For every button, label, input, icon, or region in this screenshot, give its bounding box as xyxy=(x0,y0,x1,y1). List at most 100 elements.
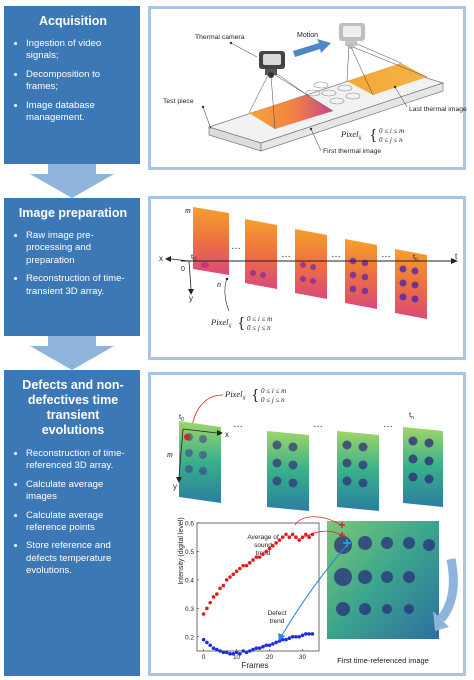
origin-label: 0 xyxy=(181,266,185,273)
defect-trend-point xyxy=(254,646,259,650)
svg-text:{: { xyxy=(371,126,376,142)
defect-trend-point xyxy=(284,637,288,642)
stage-title: Defects and non-defectives time transien… xyxy=(22,378,124,437)
defect-trend-point xyxy=(221,650,226,655)
test-piece-label: Test piece xyxy=(163,98,194,105)
sound-trend-point xyxy=(274,541,278,545)
y-tick-label: 0.2 xyxy=(185,634,194,641)
t0-label: t0 xyxy=(191,252,196,263)
x-tick-label: 10 xyxy=(233,654,241,661)
sound-trend-point xyxy=(300,535,305,540)
stage-panel-defects: Defects and non-defectives time transien… xyxy=(4,370,140,676)
defect-trend-point xyxy=(297,634,302,639)
m-label: m xyxy=(167,450,173,459)
defect-trend-point xyxy=(201,637,206,642)
y-tick-label: 0.3 xyxy=(185,606,194,613)
thermal-frame xyxy=(193,207,229,275)
svg-text:0 ≤ j ≤ n: 0 ≤ j ≤ n xyxy=(261,396,285,404)
bullet: Reconstruction of time-referenced 3D arr… xyxy=(26,448,132,473)
svg-text:0 ≤ j ≤ n: 0 ≤ j ≤ n xyxy=(247,324,271,332)
defect-trend-point xyxy=(261,644,265,649)
sound-trend-point xyxy=(257,555,262,559)
bullet: Store reference and defects temperature … xyxy=(26,540,132,577)
defect-trend-point xyxy=(294,634,298,639)
defect-trend-point xyxy=(307,632,311,636)
m-label: m xyxy=(185,206,191,215)
defect-trend-point xyxy=(238,652,242,656)
defect-trend-point xyxy=(234,650,239,655)
flow-arrow-1 xyxy=(30,164,114,198)
defect-trend-point xyxy=(224,650,229,655)
ellipsis: … xyxy=(231,241,241,252)
bullet: Reconstruction of time-transient 3D arra… xyxy=(26,273,132,298)
bullet: Ingestion of video signals; xyxy=(26,38,132,63)
defect-trend-point xyxy=(218,649,222,653)
defect-trend-point xyxy=(257,646,262,650)
sound-trend-point xyxy=(304,532,308,537)
return-arrow-icon xyxy=(433,558,458,631)
defect-trend-point xyxy=(247,649,252,653)
defect-trend-point xyxy=(300,633,305,638)
preparation-diagram: m x y 0 n t0 tn t … … … … Pixelij { 0 ≤ … xyxy=(148,196,466,360)
sound-trend-point xyxy=(247,561,252,565)
defect-trend-point xyxy=(274,640,278,645)
ellipsis: … xyxy=(331,249,341,260)
y-tick-label: 0.4 xyxy=(185,577,194,584)
defect-trend-label: Defect trend xyxy=(268,610,287,625)
sound-trend-point xyxy=(267,546,272,551)
defect-trend-point xyxy=(208,643,212,648)
defect-trend-point xyxy=(211,646,216,650)
stage-bullets: Raw image pre-processing and preparation… xyxy=(14,230,132,298)
y-tick-label: 0.6 xyxy=(185,521,194,528)
defect-trend-point xyxy=(290,634,295,639)
defect-trend-point xyxy=(267,643,272,648)
svg-text:0 ≤ j ≤ n: 0 ≤ j ≤ n xyxy=(379,136,403,144)
x-tick-label: 0 xyxy=(202,654,206,661)
stage-bullets: Reconstruction of time-referenced 3D arr… xyxy=(14,448,132,578)
sound-trend-point xyxy=(280,535,285,540)
stage-panel-preparation: Image preparation Raw image pre-processi… xyxy=(4,198,140,336)
thermal-camera-label: Thermal camera xyxy=(195,34,245,41)
defect-trend-point xyxy=(214,647,219,652)
pixel-formula: Pixelij { 0 ≤ i ≤ m 0 ≤ j ≤ n xyxy=(210,314,272,332)
stage-panel-acquisition: Acquisition Ingestion of video signals; … xyxy=(4,6,140,164)
bullet: Raw image pre-processing and preparation xyxy=(26,230,132,267)
sound-trend-point xyxy=(287,535,292,540)
sound-trend-point xyxy=(290,532,295,537)
first-thermal-image xyxy=(249,95,333,129)
sound-trend-point xyxy=(294,535,298,540)
last-thermal-image-label: Last thermal image xyxy=(409,106,467,113)
sound-trend-point xyxy=(264,549,269,554)
defect-trend-point xyxy=(228,652,232,656)
x-tick-label: 20 xyxy=(266,654,274,661)
thermal-frame xyxy=(295,229,327,299)
thermal-frame xyxy=(245,219,277,289)
ellipsis: … xyxy=(281,249,291,260)
defect-trend-point xyxy=(277,639,282,643)
stage-title: Image preparation xyxy=(18,206,128,220)
time-referenced-image xyxy=(327,521,439,639)
sound-trend-point xyxy=(284,532,288,537)
svg-text:0 ≤ i ≤ m: 0 ≤ i ≤ m xyxy=(261,387,286,395)
sound-trend-point xyxy=(224,578,229,582)
t0-label: t0 xyxy=(179,412,184,423)
sound-trend-point xyxy=(234,569,239,574)
first-thermal-image-label: First thermal image xyxy=(323,148,381,155)
ellipsis: … xyxy=(381,249,391,260)
svg-text:Pixelij: Pixelij xyxy=(224,389,246,401)
sound-trend-point xyxy=(271,543,275,548)
defect-trend-point xyxy=(304,632,308,636)
motion-arrow-icon xyxy=(293,39,331,57)
x-tick-label: 30 xyxy=(299,654,307,661)
sound-trend-point xyxy=(228,575,232,579)
ellipsis: … xyxy=(313,419,323,430)
t-label: t xyxy=(455,252,458,261)
sound-trend-point xyxy=(208,600,212,605)
ellipsis: … xyxy=(233,419,243,430)
x-label: x xyxy=(225,430,229,439)
svg-text:Intensity (digital level): Intensity (digital level) xyxy=(178,517,185,584)
last-thermal-image xyxy=(347,63,427,95)
sound-trend-point xyxy=(221,583,226,588)
defect-trend-point xyxy=(244,650,249,655)
sound-trend-point xyxy=(231,572,236,576)
